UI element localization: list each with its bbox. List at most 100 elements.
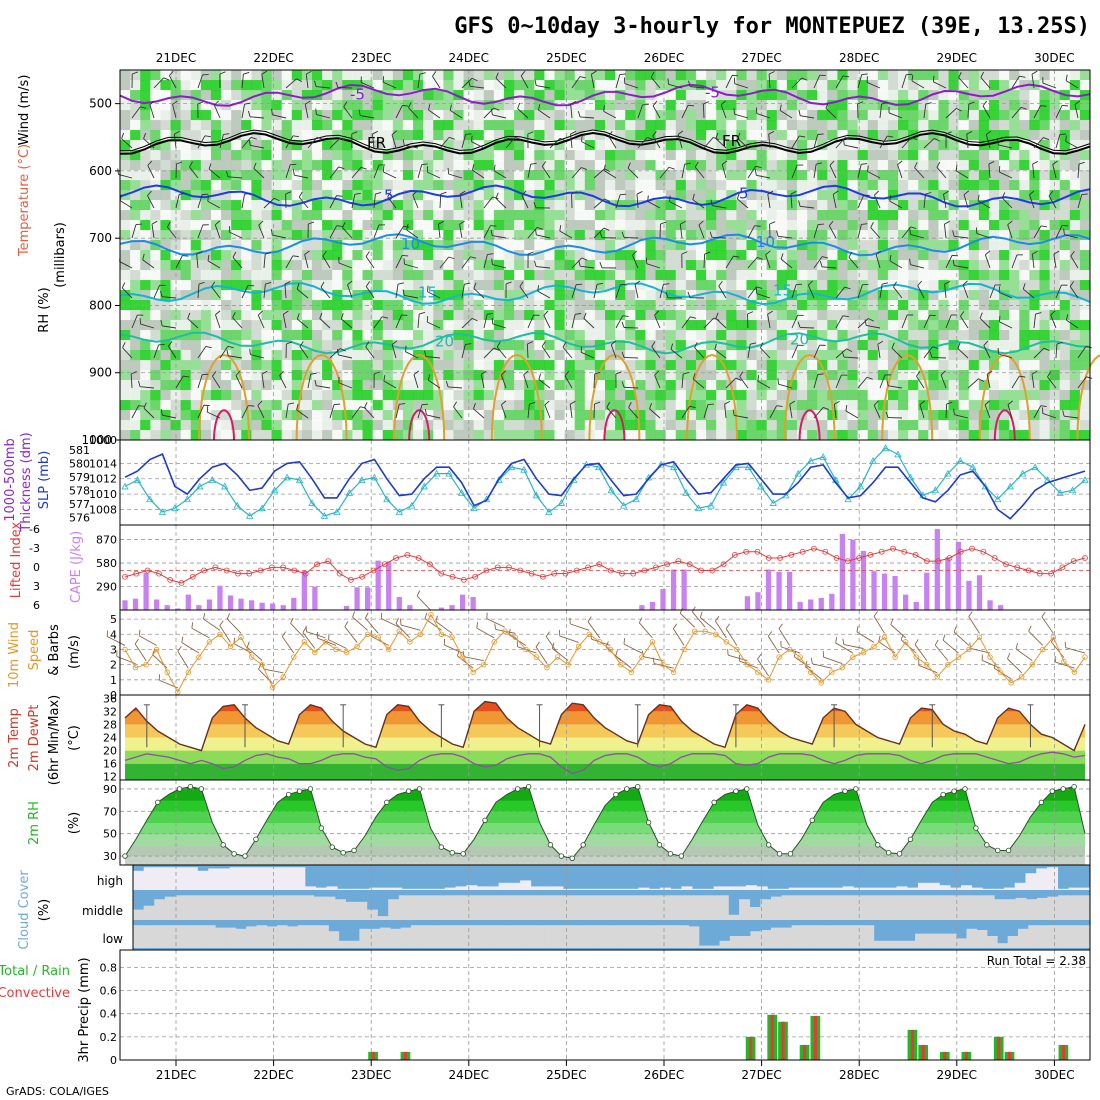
- rh-cell: [645, 360, 657, 371]
- rh-cell: [190, 180, 202, 191]
- rh-cell: [291, 330, 303, 341]
- rh-cell: [928, 430, 939, 441]
- rh-cell: [322, 360, 333, 371]
- rh-cell: [231, 190, 242, 201]
- rh-cell: [746, 200, 758, 211]
- cape-bar: [132, 598, 139, 610]
- rh-cell: [281, 340, 293, 351]
- rh-cell: [443, 190, 454, 201]
- rh-cell: [675, 430, 687, 441]
- rh-cell: [655, 330, 667, 341]
- wind-barb: [480, 374, 485, 389]
- rh-cell: [999, 420, 1010, 431]
- rh-cell: [221, 260, 232, 271]
- rh-cell: [463, 370, 475, 381]
- rh-cell: [1039, 270, 1051, 281]
- rh-cell: [301, 70, 313, 81]
- wind-barb-flag: [473, 282, 477, 289]
- rh-cell: [1019, 430, 1030, 441]
- rh-cell: [857, 130, 869, 141]
- rh-cell: [918, 80, 929, 91]
- rh-cell: [200, 330, 212, 341]
- rh-cell: [332, 320, 343, 331]
- rh-cell: [241, 420, 252, 431]
- wind-barb-flag: [1040, 105, 1047, 107]
- rh-cell: [807, 80, 818, 91]
- rh-cell: [605, 240, 616, 251]
- rh-cell: [342, 170, 353, 181]
- wind-barb-flag: [571, 191, 578, 195]
- rh-cell: [655, 430, 667, 441]
- rh-cell: [1049, 100, 1061, 111]
- rh-cell: [665, 380, 677, 391]
- rh-cell: [695, 340, 707, 351]
- rh-cell: [483, 120, 495, 131]
- rh-cell: [695, 400, 707, 411]
- rh-cell: [362, 170, 374, 181]
- rh-cell: [301, 420, 313, 431]
- rh-cell: [898, 160, 909, 171]
- rh-cell: [241, 350, 252, 361]
- rh-cell: [908, 70, 919, 81]
- rh-cell: [291, 250, 303, 261]
- rh-cell: [251, 70, 262, 81]
- wind-barb-flag: [160, 319, 163, 326]
- wind-barb-flag: [692, 193, 695, 200]
- rh-cell: [796, 420, 808, 431]
- rh-cell: [261, 350, 273, 361]
- wind-barb: [813, 256, 823, 269]
- rh-cell: [746, 110, 758, 121]
- wind-barb: [140, 386, 155, 389]
- rh-cell: [958, 100, 970, 111]
- rh-cell: [311, 420, 323, 431]
- rh-cell: [322, 120, 333, 131]
- rh-cell: [1029, 200, 1040, 211]
- rh-cell: [615, 150, 626, 161]
- rh-cell: [635, 240, 646, 251]
- upper-air-panel: 5006007008009001000-5-5FRFR5510101515202…: [17, 69, 1100, 447]
- rh-cell: [342, 130, 353, 141]
- rh-cell: [372, 160, 384, 171]
- rh-cell: [665, 320, 677, 331]
- rh-cell: [968, 70, 980, 81]
- rh-cell: [584, 270, 596, 281]
- rh-cell: [322, 210, 333, 221]
- rh-cell: [1049, 220, 1061, 231]
- rh-cell: [766, 70, 778, 81]
- wind-barb-flag: [660, 221, 667, 225]
- rh-cell: [130, 260, 141, 271]
- rh-cell: [776, 170, 788, 181]
- rh-cell: [898, 340, 909, 351]
- wind-barb-flag: [544, 400, 550, 406]
- rh-cell: [241, 250, 252, 261]
- li-marker: [359, 573, 366, 580]
- wind-barb-flag: [1001, 192, 1006, 199]
- rh-cell: [433, 180, 444, 191]
- rh-cell: [988, 400, 1000, 411]
- rh-cell: [827, 130, 838, 141]
- rh-cell: [645, 110, 657, 121]
- wind-barb-flag: [945, 131, 952, 135]
- rh-cell: [645, 420, 657, 431]
- wind-barb: [813, 134, 819, 149]
- rh-cell: [352, 320, 363, 331]
- rh-cell: [362, 120, 374, 131]
- rh-cell: [1049, 210, 1061, 221]
- rh-cell: [655, 410, 667, 421]
- rh-cell: [372, 420, 384, 431]
- rh-cell: [130, 100, 141, 111]
- wind-barb-flag: [599, 262, 603, 268]
- rh-cell: [706, 170, 717, 181]
- wind-barb: [844, 356, 859, 359]
- wind10m-barb: [181, 642, 200, 654]
- rh-cell: [423, 400, 434, 411]
- rh-cell: [1069, 210, 1081, 221]
- wind-barb-flag: [822, 256, 829, 259]
- rh-cell: [635, 310, 646, 321]
- rh-cell: [928, 320, 939, 331]
- rh-cell: [766, 270, 778, 281]
- rh-cell: [180, 210, 192, 221]
- rh-cell: [423, 70, 434, 81]
- wind-barb-flag: [703, 101, 710, 105]
- wind-barb: [140, 323, 155, 329]
